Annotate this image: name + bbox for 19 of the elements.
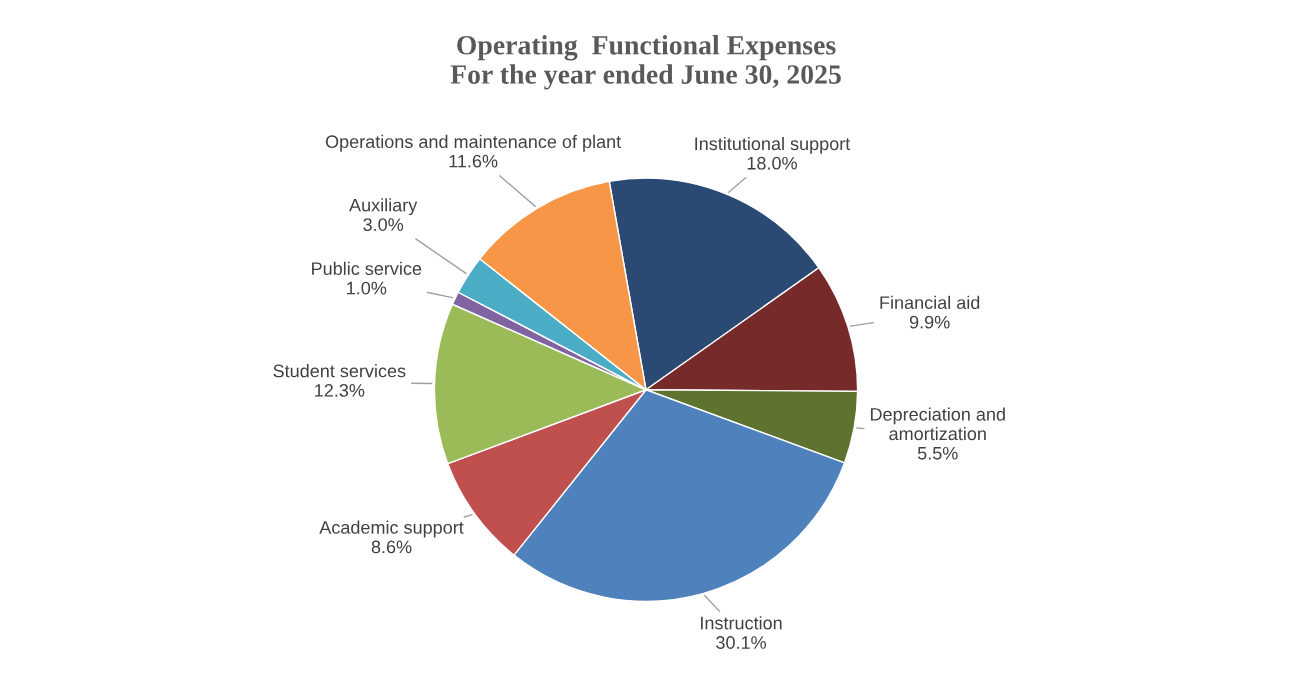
slice-label: Auxiliary: [349, 198, 418, 216]
chart-title: Operating Functional Expenses For the year ended June 30, 2025: [450, 35, 841, 90]
data-label: 18.0%: [747, 156, 797, 170]
data-label: 8.6%: [371, 540, 412, 554]
slice-label: Student services: [273, 364, 406, 378]
slice-label: Academic support: [319, 520, 464, 538]
data-label: 30.1%: [716, 636, 766, 649]
data-label: 12.3%: [315, 384, 365, 397]
slice-label: Depreciation and amortization: [870, 407, 1005, 441]
data-label: 1.0%: [347, 281, 387, 295]
data-label: 3.0%: [363, 218, 404, 231]
slice-label: Public service: [312, 261, 422, 276]
data-label: 11.6%: [449, 154, 498, 168]
slice-label: Operations and maintenance of plant: [325, 134, 622, 152]
slice-label: Institutional support: [695, 136, 851, 154]
data-label: 5.5%: [917, 446, 958, 460]
data-label: 9.9%: [909, 315, 950, 329]
slice-label: Financial aid: [880, 295, 980, 310]
slice-label: Instruction: [701, 616, 782, 630]
